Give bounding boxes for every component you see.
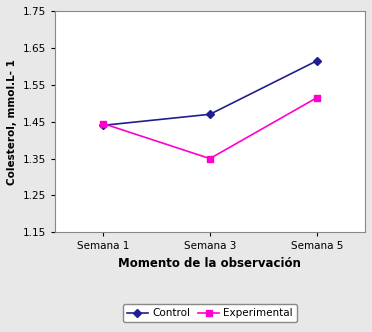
Y-axis label: Colesterol, mmol.L- 1: Colesterol, mmol.L- 1 (7, 59, 17, 185)
X-axis label: Momento de la observación: Momento de la observación (118, 257, 301, 270)
Experimental (315, 96, 319, 100)
Control (101, 124, 105, 127)
Line: Control: Control (100, 58, 320, 128)
Line: Experimental: Experimental (100, 95, 320, 161)
Experimental (208, 157, 212, 161)
Legend: Control, Experimental: Control, Experimental (123, 304, 297, 322)
Control (315, 59, 319, 63)
Experimental (101, 122, 105, 125)
Control (208, 112, 212, 116)
